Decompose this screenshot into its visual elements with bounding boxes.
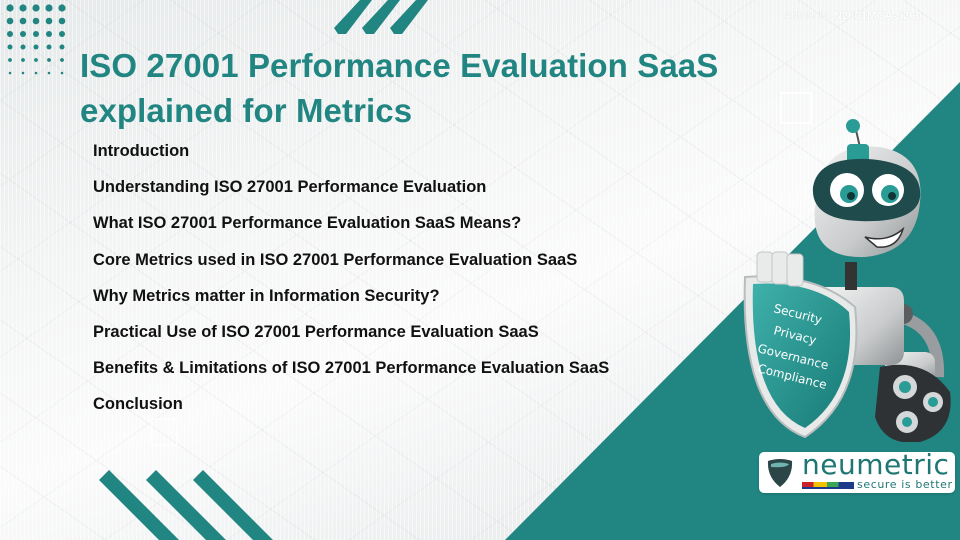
title-line-1: ISO 27001 Performance Evaluation SaaS — [80, 47, 719, 84]
title-line-2: explained for Metrics — [80, 92, 413, 129]
dot-grid-icon — [6, 4, 66, 75]
article-id-label: Article ID — [783, 10, 831, 22]
toc-item-why-metrics[interactable]: Why Metrics matter in Information Securi… — [93, 286, 440, 305]
toc-item-conclusion[interactable]: Conclusion — [93, 395, 183, 414]
decorative-square — [780, 92, 812, 124]
table-of-contents: Introduction Understanding ISO 27001 Per… — [93, 136, 609, 426]
diagonal-stripes-icon — [334, 0, 428, 34]
neumetric-logo[interactable]: neumetric secure is better — [759, 448, 955, 493]
logo-wordmark: neumetric — [802, 448, 950, 481]
toc-item-introduction[interactable]: Introduction — [93, 142, 190, 160]
page-title: ISO 27001 Performance Evaluation SaaS ex… — [80, 43, 800, 133]
toc-item-benefits-limitations[interactable]: Benefits & Limitations of ISO 27001 Perf… — [93, 359, 610, 378]
toc-item-understanding[interactable]: Understanding ISO 27001 Performance Eval… — [93, 178, 487, 197]
article-id-value: N2601MCA-5260 — [833, 10, 922, 22]
toc-item-core-metrics[interactable]: Core Metrics used in ISO 27001 Performan… — [93, 250, 578, 269]
robot-mascot-icon: Security Privacy Governance Compliance — [743, 119, 951, 442]
logo-color-bar — [802, 482, 854, 487]
logo-color-bar-underline — [802, 487, 854, 489]
shield-icon — [767, 459, 793, 487]
toc-item-what-means[interactable]: What ISO 27001 Performance Evaluation Sa… — [93, 214, 522, 233]
diagonal-stripes-icon — [99, 470, 273, 540]
logo-tagline: secure is better — [857, 478, 953, 491]
toc-item-practical-use[interactable]: Practical Use of ISO 27001 Performance E… — [93, 322, 539, 341]
decorative-square — [150, 418, 178, 446]
article-id: Article ID N2601MCA-5260 — [784, 10, 922, 22]
